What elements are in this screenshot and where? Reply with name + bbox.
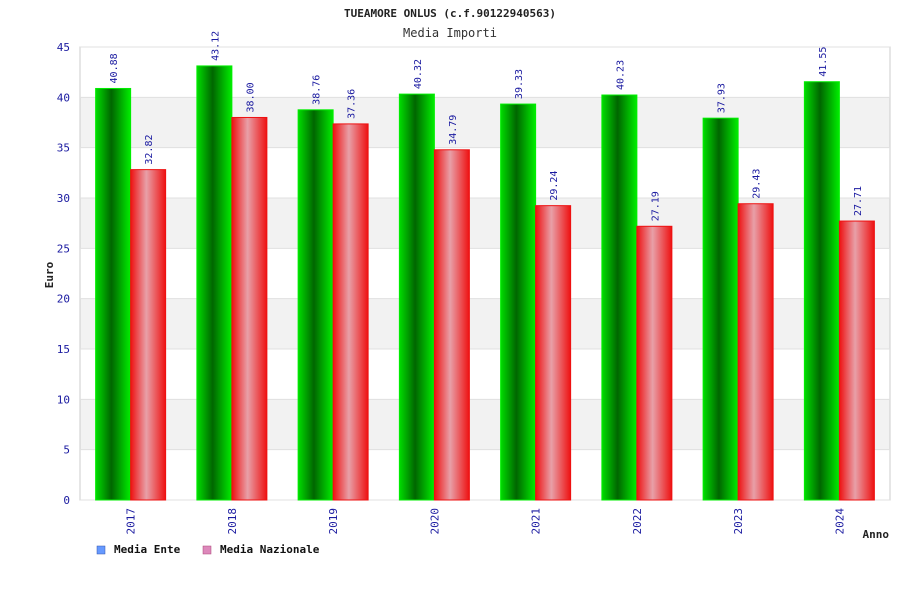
- data-label-media-nazionale-2019: 37.36: [347, 89, 358, 119]
- legend-swatch-media-ente: [96, 545, 106, 555]
- data-label-media-nazionale-2017: 32.82: [144, 135, 155, 165]
- y-tick-label: 20: [57, 293, 70, 306]
- y-tick-label: 40: [57, 91, 70, 104]
- bar-media-nazionale-2021: [535, 205, 572, 501]
- x-tick-label: 2019: [327, 508, 340, 535]
- y-tick-label: 10: [57, 393, 70, 406]
- data-labels: 40.88 32.82 43.12 38.00 38.76 37.36 40.32 34.79…: [109, 31, 864, 221]
- bar-media-nazionale-2019: [332, 123, 369, 501]
- y-tick-label: 35: [57, 142, 70, 155]
- chart-title: TUEAMORE ONLUS (c.f.90122940563): [344, 7, 556, 20]
- data-label-media-ente-2018: 43.12: [210, 31, 221, 61]
- y-tick-label: 5: [63, 444, 70, 457]
- bar-media-ente-2017: [95, 87, 132, 501]
- legend: Media Ente Media Nazionale: [96, 543, 320, 556]
- legend-swatch-media-nazionale: [202, 545, 212, 555]
- bar-media-ente-2023: [702, 117, 739, 501]
- data-label-media-nazionale-2021: 29.24: [549, 171, 560, 201]
- bar-media-ente-2021: [500, 103, 537, 501]
- y-tick-label: 25: [57, 242, 70, 255]
- x-axis-label: Anno: [863, 528, 890, 541]
- bar-media-ente-2018: [196, 65, 233, 501]
- legend-label-media-nazionale: Media Nazionale: [220, 543, 320, 556]
- bar-media-nazionale-2023: [737, 203, 774, 501]
- chart-subtitle: Media Importi: [403, 26, 497, 40]
- legend-label-media-ente: Media Ente: [114, 543, 181, 556]
- y-tick-label: 0: [63, 494, 70, 507]
- x-tick-label: 2017: [125, 508, 138, 535]
- x-tick-label: 2018: [226, 508, 239, 535]
- x-tick-label: 2022: [631, 508, 644, 535]
- data-label-media-nazionale-2022: 27.19: [650, 191, 661, 221]
- bar-media-ente-2024: [803, 81, 840, 501]
- y-tick-label: 30: [57, 192, 70, 205]
- y-tick-label: 15: [57, 343, 70, 356]
- data-label-media-ente-2022: 40.23: [615, 60, 626, 90]
- bars: [95, 65, 875, 501]
- y-axis-ticks: 0 5 10 15 20 25 30 35 40 45: [57, 41, 70, 507]
- x-tick-label: 2023: [732, 508, 745, 535]
- bar-media-ente-2019: [297, 109, 334, 501]
- y-axis-label: Euro: [43, 261, 56, 288]
- x-tick-label: 2021: [530, 508, 543, 535]
- bar-media-nazionale-2017: [130, 169, 167, 501]
- x-tick-label: 2020: [428, 508, 441, 535]
- data-label-media-nazionale-2020: 34.79: [448, 115, 459, 145]
- data-label-media-nazionale-2023: 29.43: [752, 169, 763, 199]
- data-label-media-ente-2024: 41.55: [818, 47, 829, 77]
- bar-media-ente-2022: [601, 94, 638, 501]
- data-label-media-ente-2017: 40.88: [109, 53, 120, 83]
- x-tick-label: 2024: [833, 508, 846, 535]
- data-label-media-nazionale-2018: 38.00: [245, 82, 256, 112]
- data-label-media-ente-2021: 39.33: [514, 69, 525, 99]
- bar-media-nazionale-2018: [231, 116, 268, 501]
- x-axis-ticks: 2017 2018 2019 2020 2021 2022 2023 2024: [125, 508, 847, 535]
- bar-media-nazionale-2024: [838, 220, 875, 501]
- data-label-media-ente-2023: 37.93: [717, 83, 728, 113]
- y-tick-label: 45: [57, 41, 70, 54]
- data-label-media-ente-2019: 38.76: [312, 75, 323, 105]
- data-label-media-nazionale-2024: 27.71: [853, 186, 864, 216]
- data-label-media-ente-2020: 40.32: [413, 59, 424, 89]
- bar-media-nazionale-2020: [433, 149, 470, 501]
- bar-media-nazionale-2022: [636, 225, 673, 501]
- bar-media-ente-2020: [398, 93, 435, 501]
